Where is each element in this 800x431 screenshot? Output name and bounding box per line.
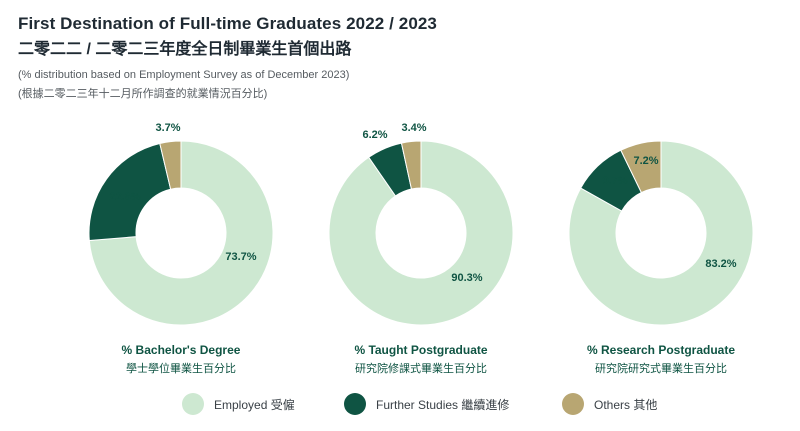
donut-charts-area: 73.7% 22.6% 3.7% 90.3% 6.2% 3.4% 83.2% 9.7% 7.2% bbox=[0, 110, 800, 340]
chart-subtitle-en: (% distribution based on Employment Surv… bbox=[18, 69, 350, 81]
donut-0-label-further-studies: 22.6% bbox=[109, 191, 140, 203]
legend-label-others: Others 其他 bbox=[594, 397, 658, 412]
donut-0-label-others: 3.7% bbox=[155, 122, 180, 134]
chart-legend: Employed 受僱 Further Studies 繼續進修 Others … bbox=[0, 393, 800, 419]
donut-1-slice-others bbox=[400, 140, 422, 190]
caption-research-zh: 研究院研究式畢業生百分比 bbox=[595, 363, 727, 375]
caption-taught-en: % Taught Postgraduate bbox=[354, 343, 488, 357]
donut-1-label-employed: 90.3% bbox=[451, 272, 482, 284]
donut-0-slice-others bbox=[159, 140, 182, 190]
donut-charts-svg: 73.7% 22.6% 3.7% 90.3% 6.2% 3.4% 83.2% 9.7% 7.2% bbox=[88, 122, 754, 326]
legend-label-employed: Employed 受僱 bbox=[214, 397, 295, 412]
caption-taught-zh: 研究院修課式畢業生百分比 bbox=[355, 363, 487, 375]
donut-2-slice-others bbox=[620, 140, 662, 194]
legend-swatch-further-studies bbox=[344, 393, 366, 415]
donut-1-label-further-studies: 6.2% bbox=[362, 129, 387, 141]
legend-swatch-others bbox=[562, 393, 584, 415]
caption-taught: % Taught Postgraduate 研究院修課式畢業生百分比 bbox=[301, 343, 541, 376]
caption-bachelor-en: % Bachelor's Degree bbox=[121, 343, 241, 357]
chart-title-en: First Destination of Full-time Graduates… bbox=[18, 14, 437, 33]
donut-0-label-employed: 73.7% bbox=[225, 251, 256, 263]
legend-label-further-studies: Further Studies 繼續進修 bbox=[376, 397, 510, 412]
donut-0-slice-employed bbox=[88, 140, 274, 326]
legend-item-employed: Employed 受僱 bbox=[182, 393, 295, 415]
caption-bachelor-zh: 學士學位畢業生百分比 bbox=[126, 363, 236, 375]
caption-bachelor: % Bachelor's Degree 學士學位畢業生百分比 bbox=[61, 343, 301, 376]
donut-0-slice-further-studies bbox=[88, 142, 172, 242]
chart-title-zh: 二零二二 / 二零二三年度全日制畢業生首個出路 bbox=[18, 41, 352, 58]
caption-research: % Research Postgraduate 研究院研究式畢業生百分比 bbox=[541, 343, 781, 376]
legend-item-others: Others 其他 bbox=[562, 393, 657, 415]
caption-research-en: % Research Postgraduate bbox=[586, 343, 736, 357]
chart-subtitle-zh: (根據二零二三年十二月所作調查的就業情況百分比) bbox=[18, 88, 268, 100]
donut-1-slice-employed bbox=[328, 140, 514, 326]
donut-1-label-others: 3.4% bbox=[401, 122, 426, 134]
donut-2-label-others: 7.2% bbox=[633, 155, 658, 167]
legend-item-further-studies: Further Studies 繼續進修 bbox=[344, 393, 509, 415]
donut-2-label-employed: 83.2% bbox=[705, 258, 736, 270]
donut-2-slice-employed bbox=[568, 140, 754, 326]
donut-2-label-further-studies: 9.7% bbox=[602, 175, 627, 187]
legend-swatch-employed bbox=[182, 393, 204, 415]
